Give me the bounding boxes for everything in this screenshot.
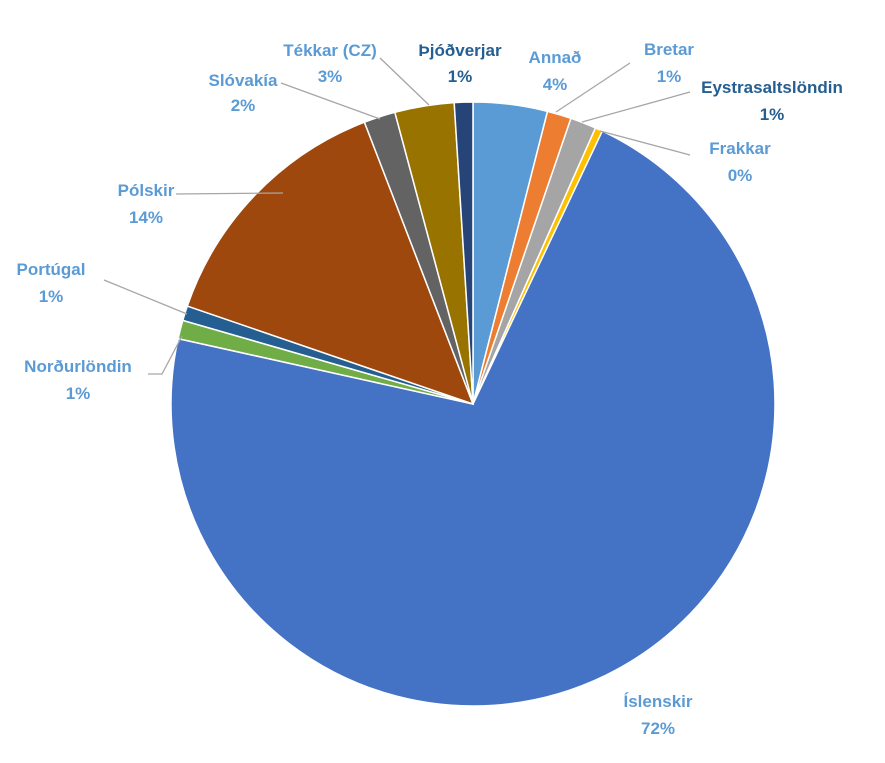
leader-line-frakkar bbox=[599, 130, 691, 156]
slice-value-label: 2% bbox=[231, 96, 256, 115]
pie-slice-i-slenskir bbox=[170, 130, 776, 707]
slice-value-label: 1% bbox=[760, 105, 785, 124]
slice-name-label: Annað bbox=[529, 48, 582, 67]
slice-value-label: 3% bbox=[318, 67, 343, 86]
slice-name-label: Eystrasaltslöndin bbox=[701, 78, 843, 97]
slice-value-label: 1% bbox=[66, 384, 91, 403]
slice-value-label: 14% bbox=[129, 208, 163, 227]
slice-value-label: 1% bbox=[657, 67, 682, 86]
leader-line-bretar bbox=[555, 62, 631, 113]
slice-value-label: 4% bbox=[543, 75, 568, 94]
slice-name-label: Íslenskir bbox=[624, 692, 693, 711]
pie-slice-jo-verjar bbox=[453, 101, 474, 405]
leader-line-portu-gal bbox=[103, 279, 188, 315]
slice-name-label: Frakkar bbox=[709, 139, 771, 158]
slice-name-label: Bretar bbox=[644, 40, 694, 59]
leader-line-eystrasaltslo-ndin bbox=[581, 91, 691, 123]
leader-line-nor-urlo-ndin bbox=[148, 335, 183, 375]
slice-value-label: 1% bbox=[448, 67, 473, 86]
leader-line-te-kkar-cz bbox=[379, 57, 430, 106]
slice-name-label: Pólskir bbox=[118, 181, 175, 200]
slice-value-label: 0% bbox=[728, 166, 753, 185]
leader-lines bbox=[103, 57, 691, 375]
slice-name-label: Tékkar (CZ) bbox=[283, 41, 377, 60]
slice-name-label: Portúgal bbox=[17, 260, 86, 279]
slice-name-label: Slóvakía bbox=[209, 71, 279, 90]
slice-name-label: Þjóðverjar bbox=[418, 41, 502, 60]
leader-line-po-lskir bbox=[175, 192, 284, 195]
pie-slices bbox=[170, 101, 776, 707]
slice-name-label: Norðurlöndin bbox=[24, 357, 132, 376]
leader-line-slo-vaki-a bbox=[280, 82, 381, 120]
data-labels: Annað 4% Bretar 1% Eystrasaltslöndin 1% Frakka… bbox=[17, 40, 843, 738]
slice-value-label: 1% bbox=[39, 287, 64, 306]
slice-value-label: 72% bbox=[641, 719, 675, 738]
